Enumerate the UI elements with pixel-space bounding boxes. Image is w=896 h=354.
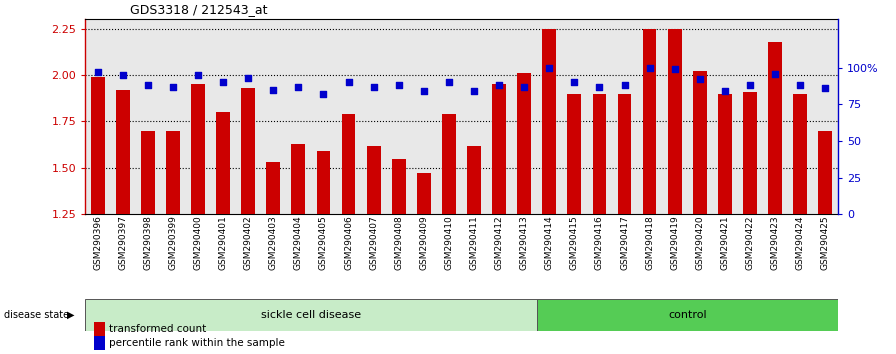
Bar (216, 112, 230, 214)
Bar (793, 94, 807, 214)
Point (216, 80, 230, 85)
Bar (617, 94, 632, 214)
Point (768, 71, 782, 76)
Bar (366, 145, 381, 214)
Point (266, 87, 280, 92)
Text: control: control (668, 310, 707, 320)
Bar (492, 84, 506, 214)
Bar (116, 90, 130, 214)
Point (341, 80, 356, 85)
Bar (442, 114, 456, 214)
Bar (693, 72, 707, 214)
Bar (392, 159, 406, 214)
Bar (517, 73, 531, 214)
Bar (291, 144, 306, 214)
Point (492, 82, 506, 88)
Bar (718, 94, 732, 214)
Point (141, 82, 155, 88)
Point (592, 84, 607, 90)
Point (517, 84, 531, 90)
Point (90, 69, 105, 75)
Point (668, 67, 682, 72)
Point (467, 88, 481, 94)
Point (166, 84, 180, 90)
Bar (141, 131, 155, 214)
Bar (743, 92, 757, 214)
Point (316, 91, 331, 97)
Bar (191, 84, 205, 214)
Bar (537, 299, 838, 331)
Point (116, 72, 130, 78)
Bar (316, 151, 331, 214)
Bar (592, 94, 607, 214)
Point (793, 82, 807, 88)
Point (718, 88, 732, 94)
Point (743, 82, 757, 88)
Bar (417, 173, 431, 214)
Text: ▶: ▶ (67, 310, 74, 320)
Bar (542, 29, 556, 214)
Text: percentile rank within the sample: percentile rank within the sample (109, 338, 285, 348)
Bar (241, 88, 255, 214)
Bar (166, 131, 180, 214)
Bar (818, 131, 832, 214)
Text: transformed count: transformed count (109, 324, 207, 334)
Point (542, 65, 556, 70)
Point (241, 75, 255, 81)
Point (693, 77, 707, 82)
Text: GDS3318 / 212543_at: GDS3318 / 212543_at (130, 3, 267, 16)
Point (392, 82, 406, 88)
Point (617, 82, 632, 88)
Bar (341, 114, 356, 214)
Text: sickle cell disease: sickle cell disease (261, 310, 361, 320)
Bar (642, 29, 657, 214)
Point (442, 80, 456, 85)
Bar (266, 162, 280, 214)
Bar (85, 299, 537, 331)
Point (567, 80, 582, 85)
Bar (668, 29, 682, 214)
Bar (567, 94, 582, 214)
Point (642, 65, 657, 70)
Bar (768, 42, 782, 214)
Point (291, 84, 306, 90)
Bar (467, 145, 481, 214)
Point (366, 84, 381, 90)
Bar (90, 77, 105, 214)
Point (818, 85, 832, 91)
Text: disease state: disease state (4, 310, 70, 320)
Point (417, 88, 431, 94)
Point (191, 72, 205, 78)
